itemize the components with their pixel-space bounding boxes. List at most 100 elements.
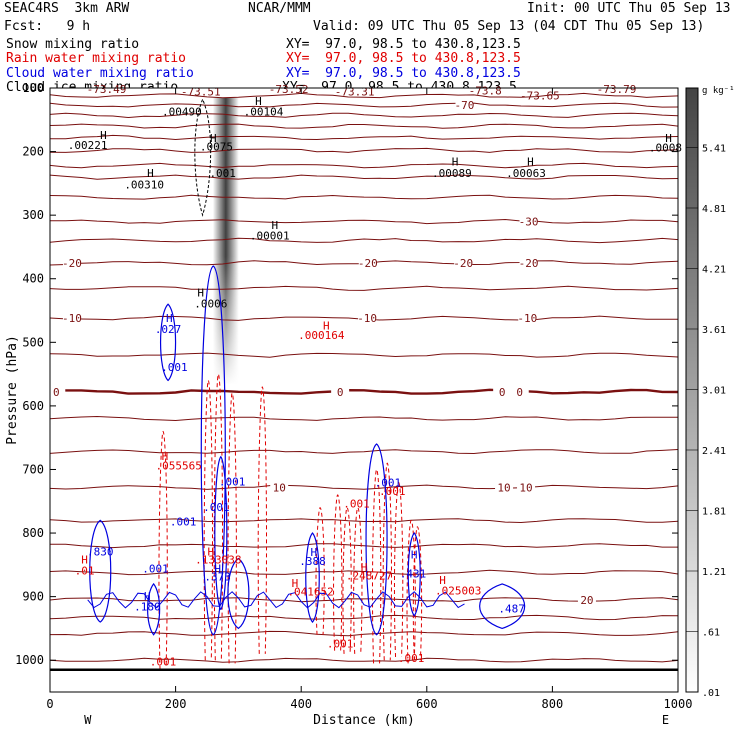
snow-ice-label: .0008 (649, 142, 682, 155)
colorbar-tick-label: 4.21 (702, 264, 726, 275)
rain-label: .055565 (156, 459, 202, 472)
cloud-water-contour (159, 303, 177, 382)
cloud-water-label: .180 (134, 601, 161, 614)
cloud-water-label: H (411, 548, 418, 561)
cloud-water-label: .487 (498, 603, 525, 616)
field-name-rain: Rain water mixing ratio (6, 51, 187, 66)
rain-contour (257, 386, 268, 654)
snow-ice-label: H (147, 167, 154, 180)
temperature-contour (49, 569, 679, 576)
temperature-contour-label: -20 (62, 257, 82, 270)
cloud-water-label: H (144, 590, 151, 603)
temperature-contour (49, 449, 679, 455)
rain-contour (412, 526, 423, 661)
snow-shading-fade (211, 97, 240, 386)
temperature-contour (49, 285, 679, 291)
contour-label-bg (577, 593, 596, 605)
west-label: W (84, 713, 92, 727)
snow-ice-label: H (100, 129, 107, 142)
snow-ice-label: .0075 (200, 140, 233, 153)
field-xy-rain: XY= 97.0, 98.5 to 430.8,123.5 (286, 51, 521, 66)
colorbar-tick-label: 5.41 (702, 143, 726, 154)
cloud-water-contour (227, 557, 250, 630)
snow-ice-label: H (197, 287, 204, 300)
snow-ice-label: .001 (209, 167, 236, 180)
temperature-contour (49, 162, 679, 169)
rain-label: .025003 (435, 585, 481, 598)
snow-ice-label: H (210, 132, 217, 145)
rain-label: .001 (379, 485, 406, 498)
rain-label: .001 (327, 637, 354, 650)
cloud-water-contour (89, 519, 112, 623)
temperature-contour-label: 0 (499, 386, 506, 399)
temperature-contour (49, 174, 679, 180)
rain-contour (333, 494, 343, 651)
snow-ice-label: .00001 (250, 229, 290, 242)
temperature-contour-label: 10 (273, 481, 286, 494)
contour-label-bg (331, 385, 350, 397)
y-tick-label: 500 (22, 335, 44, 349)
rain-label: H (323, 320, 330, 333)
y-tick-label: 900 (22, 590, 44, 604)
cloud-water-contour (200, 265, 226, 636)
x-tick-label: 400 (290, 697, 312, 711)
contour-label-bg (517, 481, 536, 493)
snow-ice-label: H (527, 156, 534, 169)
cloud-water-label: .431 (400, 568, 427, 581)
temperature-min-label: -73.52 (269, 83, 309, 96)
y-tick-label: 600 (22, 399, 44, 413)
cloud-water-label: .027 (155, 323, 182, 336)
temperature-contour (49, 518, 679, 524)
rain-contour (203, 379, 213, 661)
temperature-contour-label: -20 (358, 257, 378, 270)
cloud-water-contour (147, 582, 161, 636)
rain-contour (382, 462, 392, 661)
contour-label-bg (47, 385, 66, 397)
y-tick-label: 400 (22, 272, 44, 286)
y-tick-label: 700 (22, 462, 44, 476)
cloud-water-label: .388 (299, 555, 326, 568)
rain-contour (227, 392, 237, 664)
temperature-contour (49, 147, 679, 153)
colorbar-tick-label: 3.01 (702, 385, 726, 396)
rain-contour (158, 430, 168, 670)
cloud-water-contour (365, 443, 388, 636)
rain-contour (315, 507, 325, 635)
temperature-min-label: -73.65 (520, 89, 560, 102)
rain-contour (342, 507, 352, 654)
rain-label: .001 (150, 655, 177, 668)
rain-label: .000164 (298, 329, 345, 342)
temperature-contour (49, 597, 679, 603)
temperature-contour-label: -30 (519, 216, 539, 229)
temperature-contour-label: -20 (453, 257, 473, 270)
contour-label-bg (519, 215, 538, 227)
snow-ice-label: .00089 (432, 167, 472, 180)
temperature-contour (49, 484, 679, 490)
x-tick-label: 0 (46, 697, 53, 711)
temperature-contour (50, 388, 679, 395)
temperature-min-label: -73.79 (597, 83, 637, 96)
temperature-contour-label: 10 (497, 481, 510, 494)
rain-label: H (207, 545, 214, 558)
rain-label: .133038 (195, 554, 241, 567)
contour-label-bg (358, 312, 377, 324)
rain-label: H (162, 450, 169, 463)
cloud-water-label: .830 (87, 545, 114, 558)
cloud-water-label: .001 (203, 501, 230, 514)
field-xy-snow: XY= 97.0, 98.5 to 430.8,123.5 (286, 37, 521, 52)
plot-frame (49, 87, 679, 693)
cloud-water-label: H (166, 312, 173, 325)
rain-label: .001 (343, 498, 370, 511)
cloud-water-label: .001 (375, 477, 402, 490)
x-axis-label: Distance (km) (313, 713, 415, 728)
rain-contour (393, 481, 404, 658)
cloud-ice-contour (194, 98, 212, 217)
temperature-contour (49, 112, 679, 119)
contour-label-bg (358, 256, 377, 268)
rain-label: H (439, 574, 446, 587)
snow-ice-label: .00063 (506, 167, 546, 180)
colorbar-tick-label: 3.61 (702, 325, 726, 336)
colorbar-tick-label: 2.41 (702, 446, 726, 457)
contour-label-bg (519, 256, 538, 268)
